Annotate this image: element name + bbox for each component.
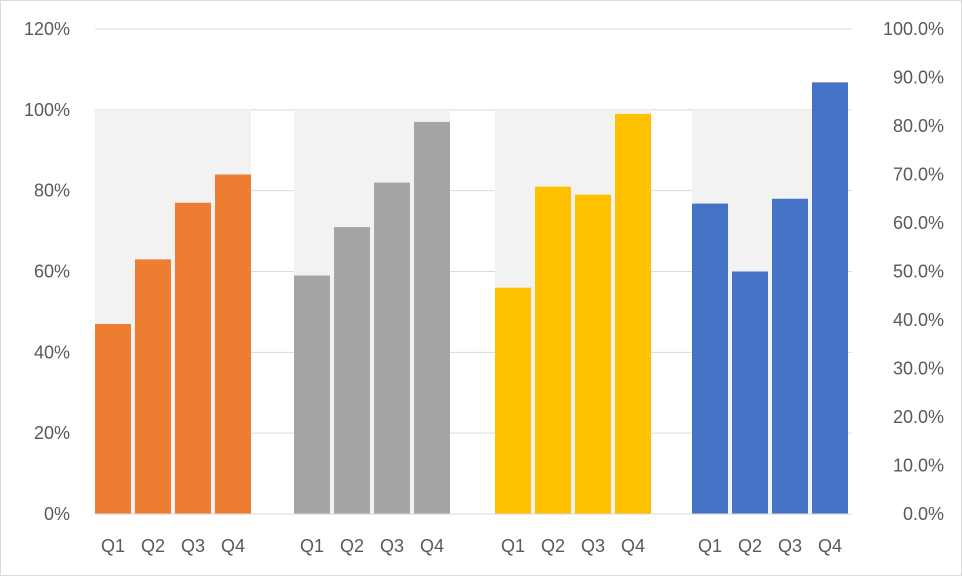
category-label: Q4 xyxy=(221,536,245,556)
right-axis-tick-label: 80.0% xyxy=(893,116,944,136)
right-axis-tick-label: 30.0% xyxy=(893,359,944,379)
left-axis-tick-label: 120% xyxy=(24,19,70,39)
category-label: Q4 xyxy=(420,536,444,556)
bar xyxy=(692,203,728,514)
left-axis-tick-label: 40% xyxy=(34,342,70,362)
right-axis-tick-label: 90.0% xyxy=(893,68,944,88)
right-axis-tick-label: 100.0% xyxy=(883,19,944,39)
right-axis-tick-label: 40.0% xyxy=(893,310,944,330)
right-axis-tick-label: 70.0% xyxy=(893,165,944,185)
category-label: Q3 xyxy=(581,536,605,556)
category-label: Q4 xyxy=(621,536,645,556)
bar xyxy=(495,287,531,514)
category-label: Q4 xyxy=(818,536,842,556)
category-label: Q2 xyxy=(738,536,762,556)
bar xyxy=(95,324,131,514)
bar xyxy=(175,202,211,514)
bar xyxy=(374,182,410,515)
left-axis-tick-label: 80% xyxy=(34,181,70,201)
bar xyxy=(615,113,651,514)
category-label: Q1 xyxy=(300,536,324,556)
category-label: Q2 xyxy=(340,536,364,556)
category-label: Q3 xyxy=(181,536,205,556)
category-label: Q3 xyxy=(778,536,802,556)
right-axis-tick-label: 20.0% xyxy=(893,407,944,427)
right-axis-tick-label: 50.0% xyxy=(893,262,944,282)
right-axis-tick-label: 60.0% xyxy=(893,213,944,233)
left-axis-tick-label: 20% xyxy=(34,423,70,443)
right-axis-tick-label: 10.0% xyxy=(893,456,944,476)
bar xyxy=(535,186,571,514)
left-axis-tick-label: 0% xyxy=(44,504,70,524)
category-label: Q2 xyxy=(141,536,165,556)
bar xyxy=(414,121,450,514)
bar xyxy=(334,227,370,514)
bar xyxy=(294,275,330,514)
category-label: Q1 xyxy=(101,536,125,556)
category-label: Q1 xyxy=(698,536,722,556)
right-axis-tick-label: 0.0% xyxy=(903,504,944,524)
bar xyxy=(772,198,808,514)
left-axis-tick-label: 100% xyxy=(24,100,70,120)
bar xyxy=(135,259,171,514)
left-axis-tick-label: 60% xyxy=(34,262,70,282)
bar xyxy=(732,271,768,514)
category-label: Q1 xyxy=(501,536,525,556)
category-label: Q3 xyxy=(380,536,404,556)
bar xyxy=(812,82,848,514)
bar xyxy=(215,174,251,514)
category-label: Q2 xyxy=(541,536,565,556)
bar xyxy=(575,194,611,515)
